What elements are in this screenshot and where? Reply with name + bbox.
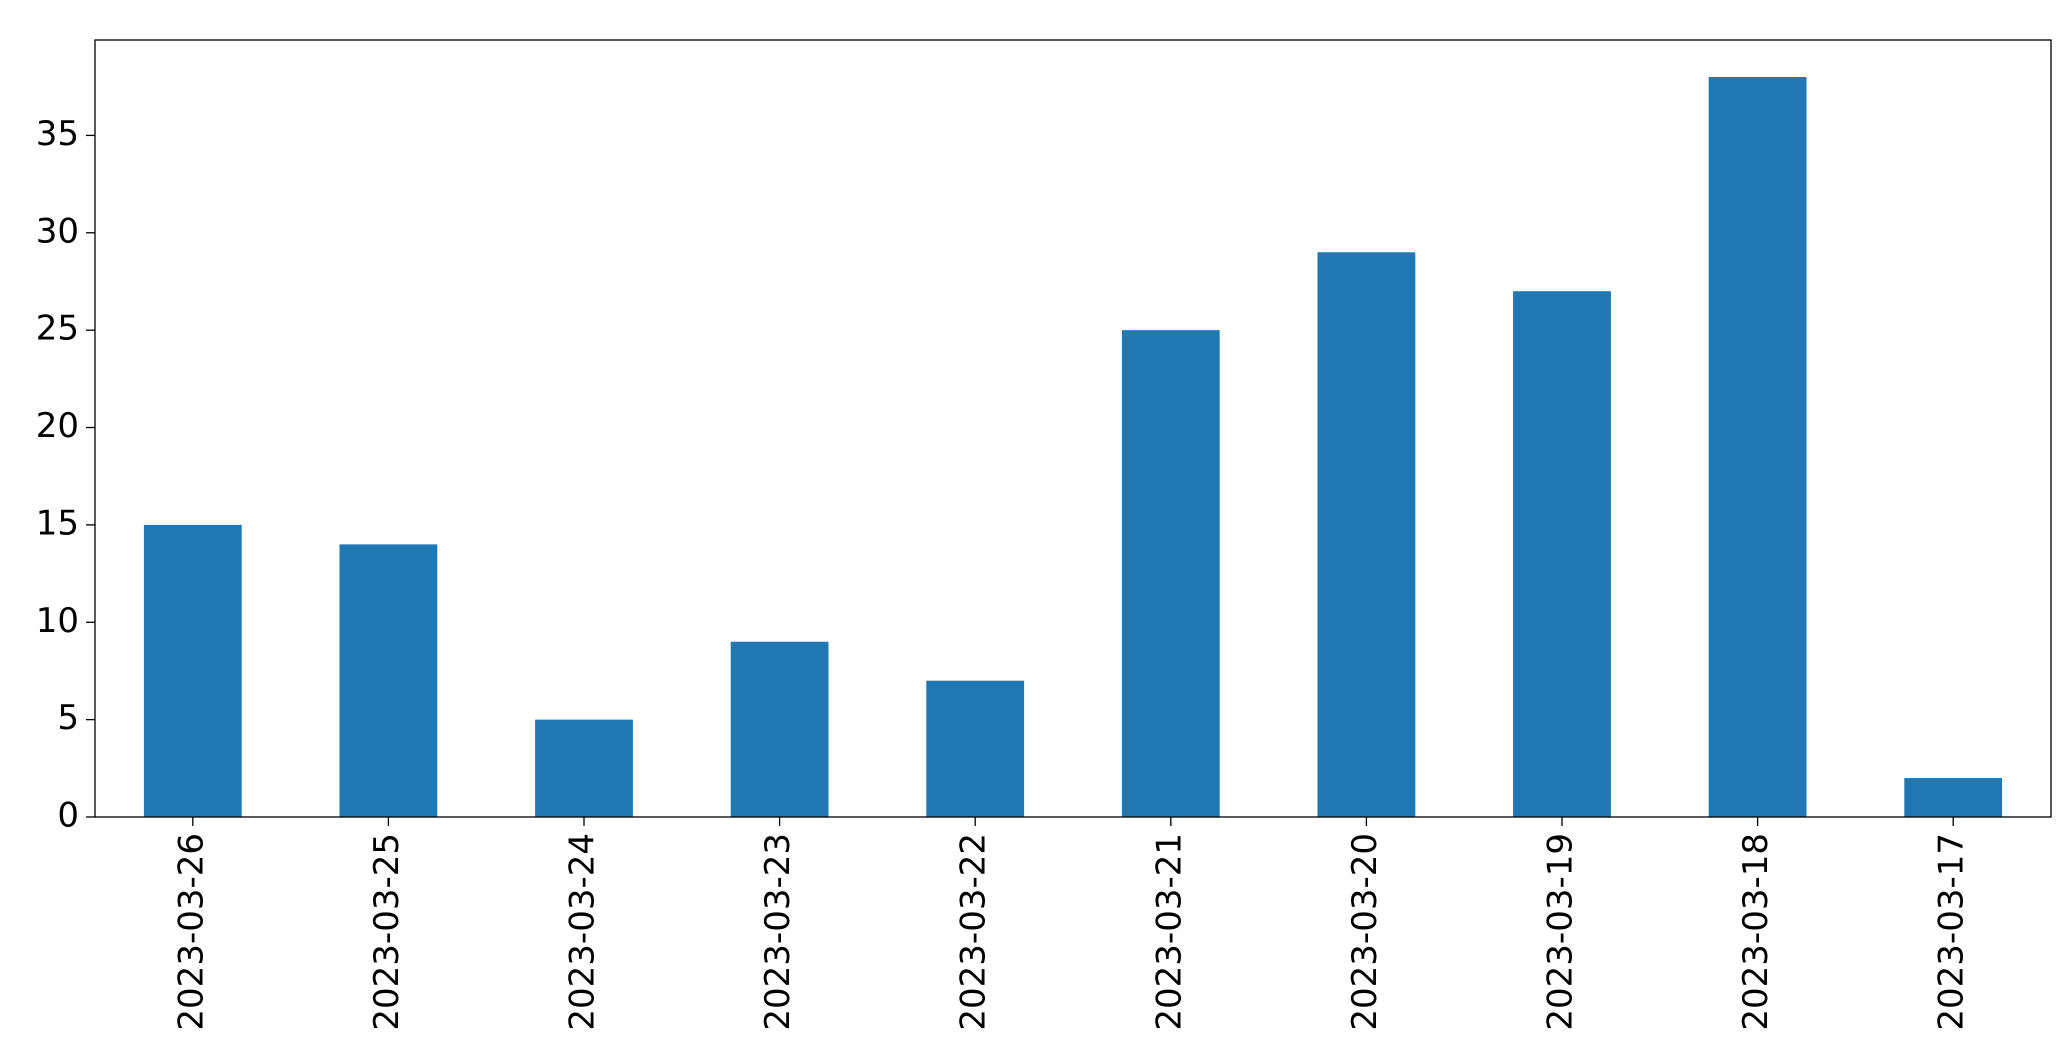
y-tick-label: 35 <box>36 114 79 154</box>
x-tick-label: 2023-03-20 <box>1345 833 1385 1031</box>
bar <box>1904 778 2003 817</box>
bar <box>730 641 829 817</box>
y-tick-label: 20 <box>36 406 79 446</box>
x-tick-label: 2023-03-26 <box>171 833 211 1031</box>
x-tick-label: 2023-03-24 <box>563 833 603 1031</box>
bar <box>1708 77 1807 817</box>
y-tick-label: 0 <box>57 796 79 836</box>
bar <box>1317 252 1416 817</box>
x-tick-label: 2023-03-18 <box>1736 833 1776 1031</box>
bar <box>926 680 1025 817</box>
x-tick-label: 2023-03-22 <box>954 833 994 1031</box>
bar <box>535 719 633 817</box>
y-tick-label: 5 <box>57 698 79 738</box>
y-tick-label: 10 <box>36 601 79 641</box>
bar <box>143 524 242 817</box>
x-tick-label: 2023-03-23 <box>758 833 798 1031</box>
y-tick-label: 15 <box>36 503 79 543</box>
x-tick-label: 2023-03-17 <box>1932 833 1972 1031</box>
bar <box>1121 330 1220 817</box>
x-tick-label: 2023-03-19 <box>1541 833 1581 1031</box>
y-tick-label: 30 <box>36 211 79 251</box>
y-tick-label: 25 <box>36 309 79 349</box>
bar <box>1513 291 1611 817</box>
x-tick-label: 2023-03-25 <box>367 833 407 1031</box>
plot-frame <box>94 39 2052 818</box>
bar <box>339 544 438 817</box>
x-tick-label: 2023-03-21 <box>1149 833 1189 1031</box>
